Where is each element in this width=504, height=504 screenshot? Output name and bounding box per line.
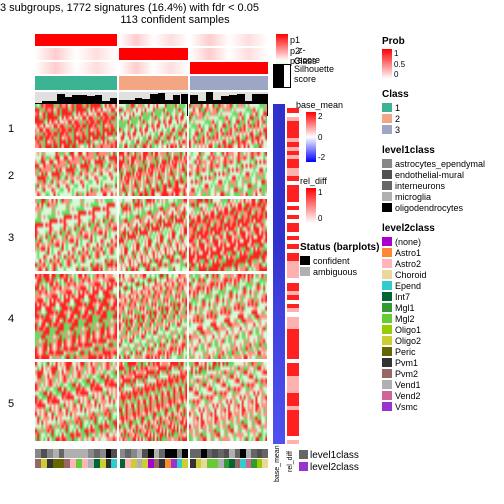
sil-scale-box [273, 64, 291, 88]
base-mean-col [273, 104, 285, 444]
title-main: 3 subgroups, 1772 signatures (16.4%) wit… [0, 2, 380, 14]
class-legend: Class 123 [382, 89, 502, 135]
rel-diff-title: rel_diff [300, 176, 327, 186]
level1-legend: level1class astrocytes_ependymalendothel… [382, 145, 502, 213]
rel-diff-colorbar [306, 188, 316, 223]
level1-bottom-label: level1class [310, 450, 359, 461]
level1-swatch [299, 450, 308, 459]
title-area: 3 subgroups, 1772 signatures (16.4%) wit… [0, 2, 380, 26]
level2-swatch [299, 462, 308, 471]
base-mean-colorbar [306, 112, 316, 162]
side-annotation-cols [273, 104, 301, 444]
title-sub: 113 confident samples [40, 14, 310, 26]
level2-bottom-label: level2class [310, 462, 359, 473]
bottom-annotations [35, 448, 268, 468]
rel-diff-ticks: 1 0 [318, 188, 322, 223]
prob-legend: Prob 1 0.5 0 [382, 36, 502, 79]
base-mean-ticks: 2 0 -2 [318, 112, 325, 162]
rel-diff-col [287, 104, 299, 444]
status-legend: Status (barplots) confidentambiguous [300, 242, 379, 277]
base-mean-title: base_mean [296, 100, 343, 110]
heatmap-main [35, 104, 268, 444]
level2-legend: level2class (none)Astro1Astro2ChoroidEpe… [382, 223, 502, 412]
silhouette-label: Silhouette score [294, 64, 334, 84]
legend-column-right: Prob 1 0.5 0 Class 123 level1class astro… [382, 36, 502, 422]
heatmap-row-labels: 12345 [8, 104, 28, 444]
